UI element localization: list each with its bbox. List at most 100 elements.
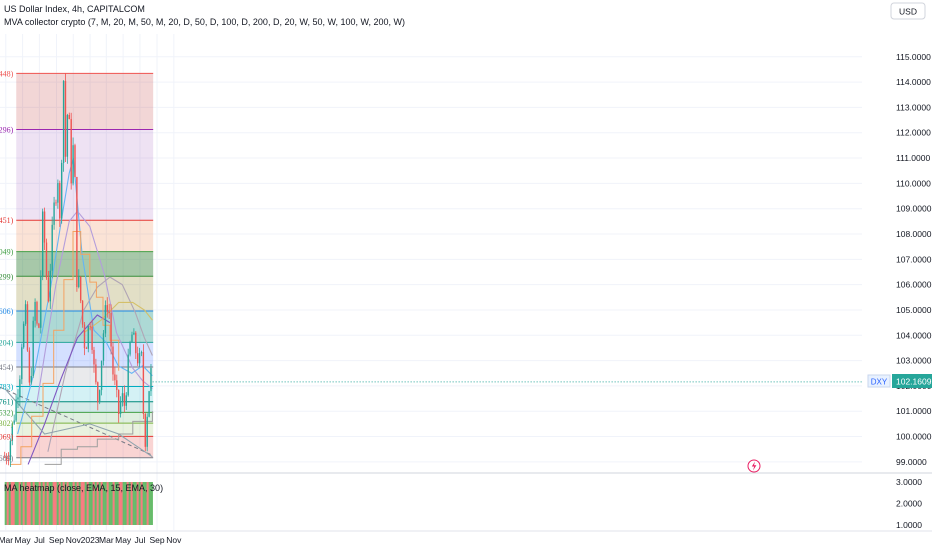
fib-level-labels: 4.236(114.3448) 3.618(112.1296) 2.618(108.… bbox=[0, 69, 14, 462]
heatmap-cell bbox=[40, 482, 43, 525]
price-candles bbox=[3, 73, 862, 467]
heatmap-cell bbox=[104, 482, 107, 525]
candle-body bbox=[79, 276, 82, 301]
fib-band bbox=[16, 276, 154, 311]
candle-body bbox=[112, 346, 114, 375]
candle-body bbox=[114, 374, 116, 381]
heatmap-cell bbox=[50, 482, 53, 525]
candle-body bbox=[43, 211, 46, 243]
price-tick-label: 105.0000 bbox=[896, 305, 932, 315]
candle-body bbox=[76, 177, 78, 288]
candle-body bbox=[49, 270, 51, 302]
candle-body bbox=[136, 353, 139, 364]
step-moving-average-line bbox=[44, 411, 153, 465]
time-tick-label: Sep bbox=[149, 535, 164, 545]
candle-body bbox=[24, 304, 27, 324]
candle-body bbox=[55, 202, 57, 204]
heatmap-cell bbox=[136, 482, 139, 525]
heatmap-cell bbox=[128, 482, 131, 525]
time-tick-label: May bbox=[15, 535, 32, 545]
heatmap-cell bbox=[58, 482, 61, 525]
candle-body bbox=[45, 242, 48, 278]
candle-body bbox=[68, 114, 70, 120]
heatmap-cell bbox=[90, 482, 93, 525]
candle-body bbox=[150, 368, 152, 392]
heatmap-cell bbox=[42, 482, 45, 525]
time-tick-label: Mar bbox=[0, 535, 13, 545]
fib-level-label: 0.618(101.3761) bbox=[0, 398, 14, 407]
fib-level-label: 0.5(100.9532) bbox=[0, 408, 14, 417]
candle-body bbox=[40, 276, 42, 328]
heatmap-cell bbox=[12, 482, 15, 525]
heatmap-cell bbox=[94, 482, 97, 525]
heatmap-cell bbox=[38, 482, 41, 525]
candle-body bbox=[100, 360, 103, 391]
heatmap-cell bbox=[148, 482, 151, 525]
currency-button[interactable]: USD bbox=[890, 2, 926, 20]
fib-band bbox=[16, 401, 154, 413]
heatmap-cell bbox=[98, 482, 101, 525]
candle-body bbox=[64, 80, 67, 157]
step-moving-average-line bbox=[10, 231, 120, 465]
heatmap-cell bbox=[140, 482, 143, 525]
candle-body bbox=[104, 305, 107, 334]
fib-level-label: 2.618(108.5451) bbox=[0, 216, 14, 225]
fib-band bbox=[16, 412, 154, 424]
heatmap-cell bbox=[44, 482, 47, 525]
candle-body bbox=[28, 350, 31, 383]
chart-title: US Dollar Index, 4h, CAPITALCOM bbox=[4, 4, 145, 14]
candle-body bbox=[98, 390, 101, 403]
candle-body bbox=[53, 202, 55, 225]
candle-body bbox=[125, 395, 127, 406]
candle-body bbox=[66, 114, 69, 157]
candle-body bbox=[26, 304, 29, 351]
time-tick-label: Mar bbox=[99, 535, 114, 545]
grid-lines bbox=[0, 34, 862, 530]
heatmap-cell bbox=[78, 482, 81, 525]
heatmap-cell bbox=[146, 482, 149, 525]
price-tick-label: 108.0000 bbox=[896, 229, 932, 239]
heatmap-cell bbox=[32, 482, 35, 525]
moving-average-line bbox=[35, 210, 153, 407]
heatmap-cell bbox=[62, 482, 65, 525]
candle-body bbox=[41, 211, 44, 277]
heatmap-cell bbox=[22, 482, 25, 525]
fib-band bbox=[16, 129, 154, 221]
candle-body bbox=[119, 402, 122, 415]
time-tick-label: Jul bbox=[34, 535, 45, 545]
indicator-legend: MVA collector crypto (7, M, 20, M, 50, M… bbox=[4, 17, 405, 27]
heatmap-tick-label: 2.0000 bbox=[896, 499, 922, 509]
fib-level-label: 0.382(100.5302) bbox=[0, 419, 14, 428]
fib-band bbox=[16, 386, 154, 402]
candle-body bbox=[7, 459, 10, 461]
heatmap-cell bbox=[102, 482, 105, 525]
heatmap-cell bbox=[142, 482, 145, 525]
heatmap-cell bbox=[16, 482, 19, 525]
candle-body bbox=[11, 423, 13, 441]
price-tick-label: 113.0000 bbox=[896, 102, 931, 112]
candle-body bbox=[87, 326, 89, 349]
candle-body bbox=[108, 311, 110, 313]
heatmap-cell bbox=[110, 482, 113, 525]
heatmap-cell bbox=[118, 482, 121, 525]
candle-body bbox=[22, 323, 25, 348]
lightning-icon[interactable] bbox=[747, 459, 761, 473]
fib-band bbox=[16, 73, 154, 130]
time-axis[interactable]: Mar May Jul Sep Nov 2023 Mar May Jul Sep Nov bbox=[0, 535, 182, 545]
heatmap-cell bbox=[116, 482, 119, 525]
heatmap-cell bbox=[120, 482, 123, 525]
heatmap-cell bbox=[112, 482, 115, 525]
candle-body bbox=[15, 399, 17, 421]
candle-body bbox=[110, 312, 112, 347]
time-tick-label: 2023 bbox=[81, 535, 100, 545]
candle-body bbox=[74, 145, 76, 178]
candle-body bbox=[142, 352, 145, 414]
candle-body bbox=[60, 162, 63, 219]
price-tick-label: 101.0000 bbox=[896, 406, 932, 416]
heatmap-cell bbox=[70, 482, 73, 525]
heatmap-tick-label: 1.0000 bbox=[896, 520, 922, 530]
heatmap-cell bbox=[64, 482, 67, 525]
candle-body bbox=[38, 323, 40, 328]
time-tick-label: May bbox=[115, 535, 132, 545]
